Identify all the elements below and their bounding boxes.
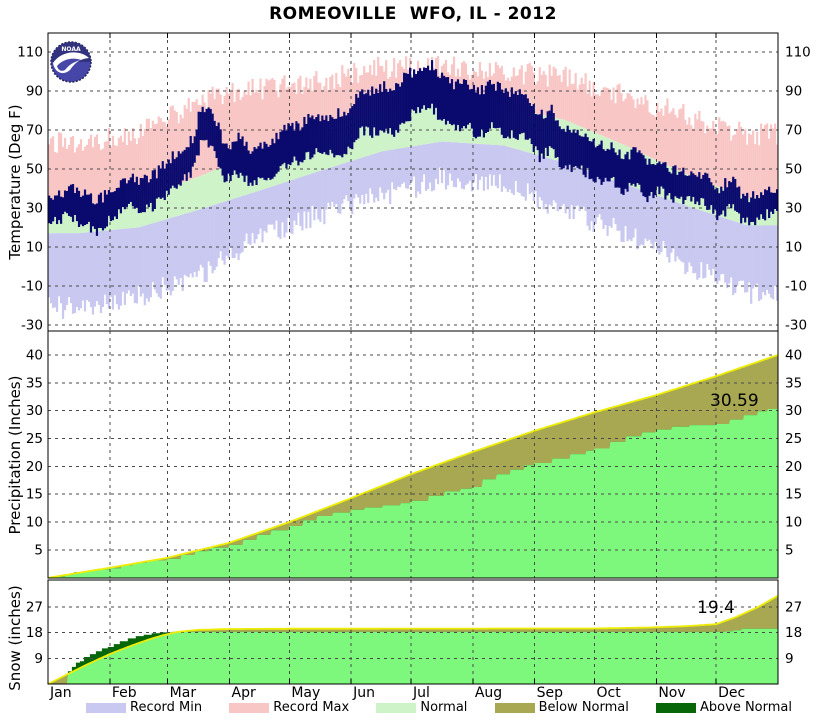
svg-text:-30: -30 xyxy=(785,317,807,333)
svg-text:30: 30 xyxy=(785,200,802,216)
svg-text:5: 5 xyxy=(785,542,794,558)
svg-text:30: 30 xyxy=(26,403,43,419)
svg-text:35: 35 xyxy=(785,375,802,391)
svg-text:10: 10 xyxy=(26,239,43,255)
legend-item-below-normal: Below Normal xyxy=(494,700,629,715)
svg-text:10: 10 xyxy=(785,515,802,531)
snow-normal-line xyxy=(47,594,779,685)
month-label: May xyxy=(291,685,320,701)
page-title: ROMEOVILLE WFO, IL - 2012 xyxy=(269,4,557,24)
svg-text:-30: -30 xyxy=(21,317,43,333)
svg-text:25: 25 xyxy=(785,431,802,447)
svg-text:10: 10 xyxy=(26,515,43,531)
svg-text:40: 40 xyxy=(26,347,43,363)
month-label: Sep xyxy=(537,685,564,701)
month-label: Jan xyxy=(49,685,72,701)
snow-axis-title: Snow (inches) xyxy=(6,585,24,691)
month-axis: Jan Feb Mar Apr May Jun Jul Aug Sep Oct Nov Dec xyxy=(47,679,745,701)
svg-text:50: 50 xyxy=(26,161,43,177)
month-label: Dec xyxy=(718,685,745,701)
svg-text:90: 90 xyxy=(26,83,43,99)
precipitation-actual-area xyxy=(48,407,778,578)
precipitation-gridlines xyxy=(48,331,778,578)
svg-text:-10: -10 xyxy=(21,278,43,294)
svg-text:20: 20 xyxy=(785,459,802,475)
svg-text:27: 27 xyxy=(785,600,802,616)
legend-label: Normal xyxy=(420,700,468,715)
snow-frame: 27 27 18 18 9 9 xyxy=(26,579,802,685)
legend-label: Above Normal xyxy=(700,700,792,715)
snow-total-annotation: 19.4 xyxy=(697,598,735,618)
record-max-swatch xyxy=(229,702,270,713)
month-label: Oct xyxy=(597,685,622,701)
legend-label: Record Min xyxy=(130,700,203,715)
svg-text:70: 70 xyxy=(785,122,802,138)
legend: Record Min Record Max Normal Below Norma… xyxy=(86,700,792,715)
svg-text:30: 30 xyxy=(785,403,802,419)
svg-text:9: 9 xyxy=(34,651,43,667)
svg-text:90: 90 xyxy=(785,83,802,99)
precip-total-annotation: 30.59 xyxy=(710,391,759,411)
svg-text:18: 18 xyxy=(785,625,802,641)
month-label: Jun xyxy=(352,685,375,701)
legend-item-record-min: Record Min xyxy=(86,700,202,715)
noaa-logo: NOAA xyxy=(50,41,92,83)
noaa-logo-text: NOAA xyxy=(61,46,81,53)
legend-label: Record Max xyxy=(273,700,350,715)
precipitation-normal-line xyxy=(47,354,779,579)
svg-text:110: 110 xyxy=(17,44,43,60)
month-label: Aug xyxy=(475,685,502,701)
svg-text:30: 30 xyxy=(26,200,43,216)
svg-text:40: 40 xyxy=(785,347,802,363)
temperature-month-ticks xyxy=(47,33,717,38)
svg-text:10: 10 xyxy=(785,239,802,255)
record-min-swatch xyxy=(86,702,126,713)
precipitation-axis-title: Precipitation (Inches) xyxy=(6,375,24,535)
svg-text:70: 70 xyxy=(26,122,43,138)
svg-text:27: 27 xyxy=(26,600,43,616)
svg-text:5: 5 xyxy=(34,542,43,558)
precipitation-frame: 40 40 35 35 30 30 25 25 20 20 15 15 10 10 5 5 xyxy=(26,330,802,579)
svg-text:110: 110 xyxy=(785,44,811,60)
below-normal-swatch xyxy=(494,702,535,713)
svg-text:15: 15 xyxy=(785,487,802,503)
svg-text:15: 15 xyxy=(26,487,43,503)
month-label: Mar xyxy=(170,685,197,701)
svg-text:50: 50 xyxy=(785,161,802,177)
above-normal-swatch xyxy=(656,702,697,713)
snow-actual-area xyxy=(48,628,778,684)
normal-swatch xyxy=(376,702,417,713)
svg-text:9: 9 xyxy=(785,651,794,667)
svg-text:20: 20 xyxy=(26,459,43,475)
legend-item-above-normal: Above Normal xyxy=(656,700,792,715)
temperature-actual-bars xyxy=(48,60,779,236)
month-label: Jul xyxy=(412,685,430,701)
month-label: Apr xyxy=(232,685,256,701)
legend-item-normal: Normal xyxy=(376,700,467,715)
svg-text:18: 18 xyxy=(26,625,43,641)
month-label: Feb xyxy=(112,685,137,701)
month-label: Nov xyxy=(658,685,685,701)
temperature-axis-title: Temperature (Deg F) xyxy=(6,104,24,260)
snow-gridlines xyxy=(48,580,778,684)
legend-item-record-max: Record Max xyxy=(229,700,349,715)
svg-text:25: 25 xyxy=(26,431,43,447)
svg-text:-10: -10 xyxy=(785,278,807,294)
svg-text:35: 35 xyxy=(26,375,43,391)
legend-label: Below Normal xyxy=(538,700,629,715)
